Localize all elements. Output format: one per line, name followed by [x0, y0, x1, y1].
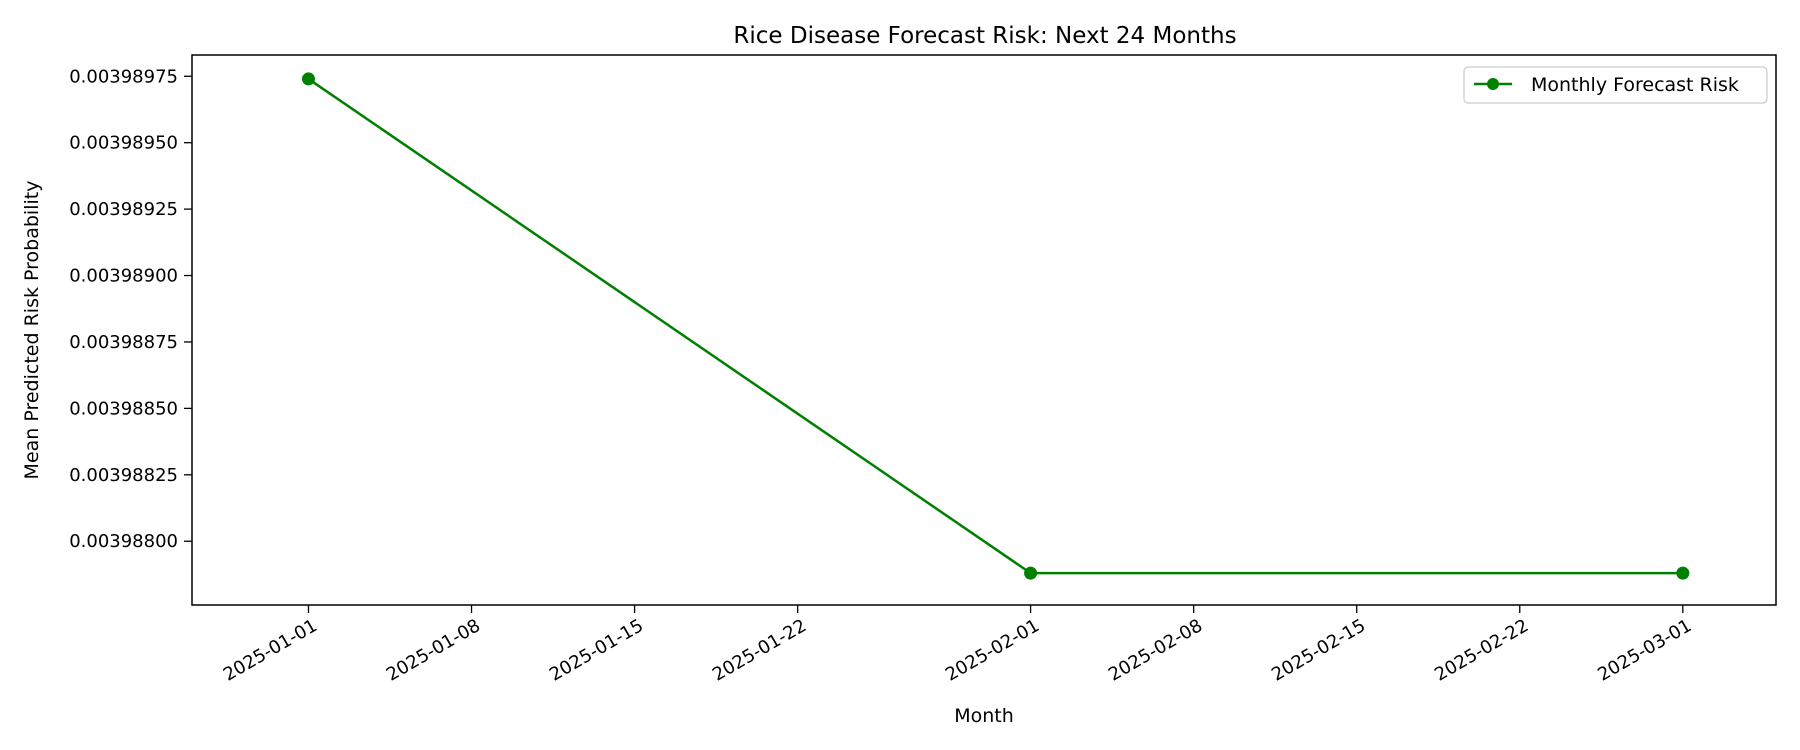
plot-frame — [191, 54, 1777, 606]
legend-label: Monthly Forecast Risk — [1531, 74, 1739, 96]
data-point — [301, 72, 315, 86]
y-axis: 0.00398800 0.00398825 0.00398850 0.00398875… — [69, 66, 192, 552]
y-tick-label: 0.00398850 — [69, 398, 178, 419]
chart-title: Rice Disease Forecast Risk: Next 24 Mont… — [733, 23, 1236, 49]
plot-area — [191, 54, 1777, 606]
y-tick-label: 0.00398975 — [69, 66, 178, 87]
y-axis-title: Mean Predicted Risk Probability — [21, 181, 43, 480]
legend-marker — [1487, 78, 1499, 90]
y-tick-label: 0.00398800 — [69, 531, 178, 552]
legend: Monthly Forecast Risk — [1463, 66, 1768, 104]
series-layer — [301, 72, 1690, 580]
y-tick-label: 0.00398925 — [69, 199, 178, 220]
legend-box — [1463, 66, 1768, 104]
data-point — [1024, 566, 1038, 580]
y-tick-label: 0.00398875 — [69, 332, 178, 353]
y-tick-label: 0.00398900 — [69, 266, 178, 287]
y-tick-label: 0.00398950 — [69, 133, 178, 154]
x-axis-title: Month — [954, 705, 1014, 727]
y-tick-label: 0.00398825 — [69, 465, 178, 486]
data-point — [1676, 566, 1690, 580]
